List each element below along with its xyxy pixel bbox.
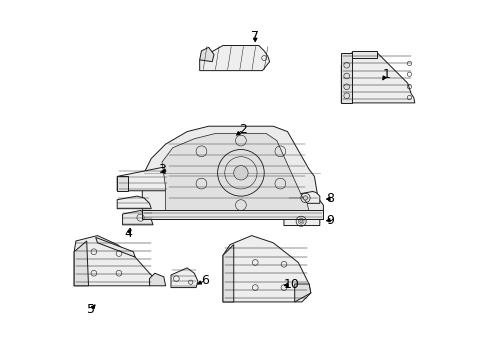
Text: 7: 7 [251, 30, 259, 43]
Text: 10: 10 [283, 278, 299, 291]
Polygon shape [96, 237, 135, 257]
Polygon shape [341, 53, 414, 103]
Text: 4: 4 [124, 227, 132, 240]
Polygon shape [117, 176, 128, 192]
Polygon shape [74, 241, 88, 286]
Polygon shape [117, 167, 169, 191]
Polygon shape [199, 45, 269, 71]
Polygon shape [162, 134, 308, 212]
Polygon shape [171, 268, 198, 288]
Polygon shape [74, 235, 155, 286]
Polygon shape [122, 211, 153, 225]
Text: 9: 9 [326, 214, 334, 227]
Circle shape [299, 220, 302, 223]
Polygon shape [142, 211, 323, 220]
Circle shape [303, 196, 307, 200]
Polygon shape [223, 244, 233, 302]
Polygon shape [223, 235, 310, 302]
Polygon shape [284, 217, 319, 226]
Polygon shape [341, 53, 351, 103]
Polygon shape [117, 196, 151, 209]
Polygon shape [294, 284, 310, 302]
Polygon shape [142, 126, 323, 220]
Circle shape [233, 166, 247, 180]
Text: 6: 6 [201, 274, 208, 287]
Polygon shape [199, 47, 214, 62]
Polygon shape [149, 273, 165, 286]
Text: 3: 3 [158, 163, 165, 176]
Polygon shape [351, 51, 376, 58]
Text: 1: 1 [382, 68, 389, 81]
Polygon shape [287, 192, 319, 203]
Text: 8: 8 [326, 192, 334, 205]
Text: 5: 5 [87, 303, 95, 316]
Text: 2: 2 [238, 123, 246, 136]
